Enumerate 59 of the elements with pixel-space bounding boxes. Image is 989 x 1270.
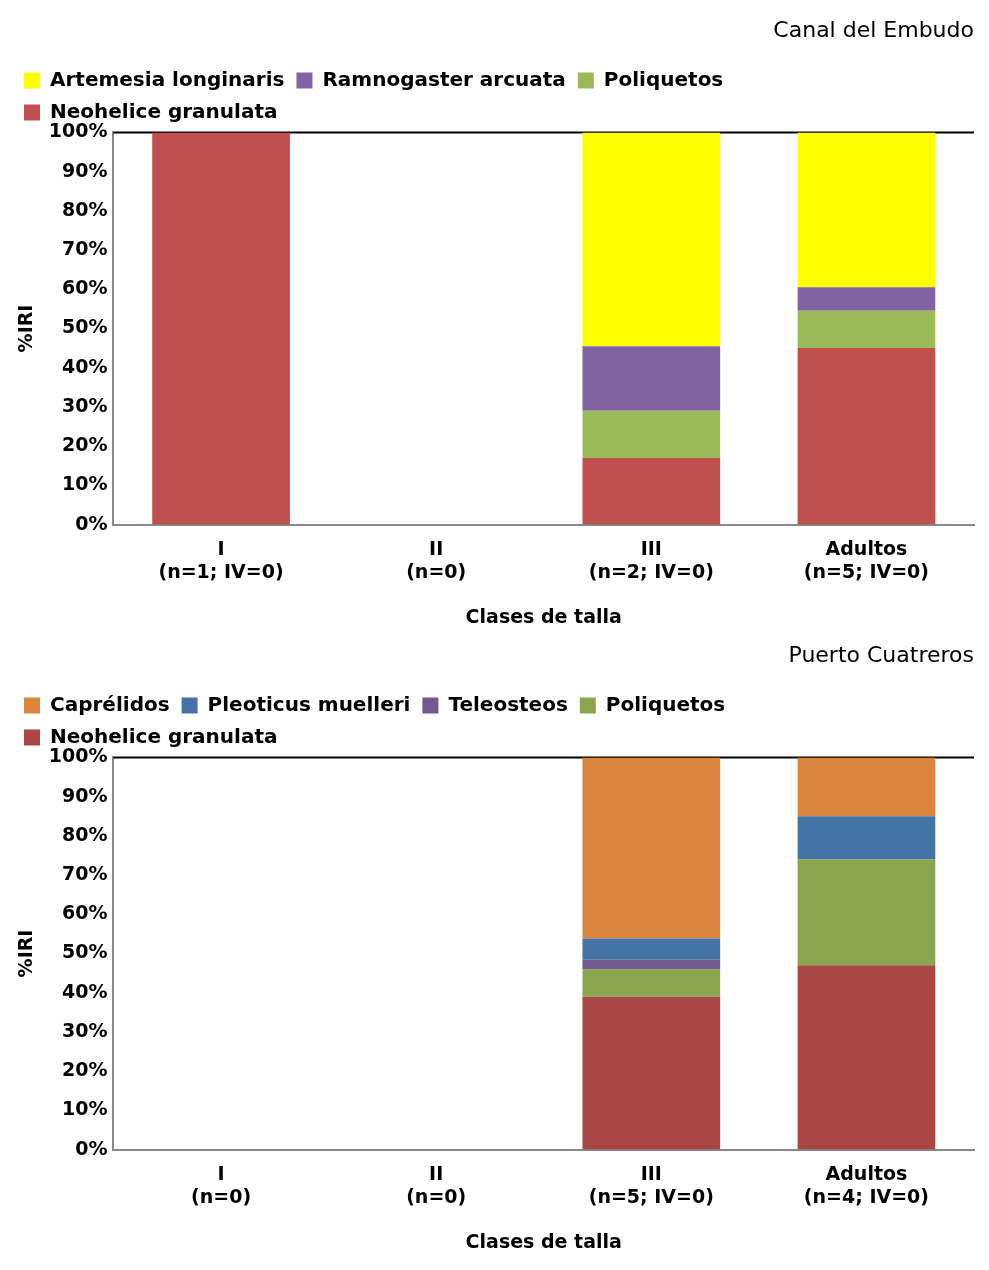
bar [582, 938, 721, 960]
bar [582, 959, 721, 970]
y-tick-label: 30% [62, 1018, 108, 1041]
bar [582, 969, 721, 997]
legend-label: Teleosteos [448, 691, 568, 716]
chart-title: Canal del Embudo [773, 16, 974, 42]
legend-label: Pleoticus muelleri [207, 691, 411, 716]
y-tick-label: 0% [75, 1136, 108, 1159]
x-tick-label: III (n=2; IV=0) [588, 536, 714, 582]
legend-label: Poliquetos [605, 691, 726, 716]
bar [797, 310, 936, 349]
bar [797, 816, 936, 860]
bar [582, 132, 721, 347]
y-tick-label: 70% [62, 862, 108, 884]
bar [797, 859, 936, 966]
bar [797, 965, 936, 1150]
y-tick-label: 40% [62, 979, 108, 1002]
x-tick-label: Adultos (n=4; IV=0) [803, 1161, 930, 1207]
y-tick-label: 30% [62, 393, 108, 416]
legend-label: Ramnogaster arcuata [322, 66, 566, 91]
y-tick-label: 80% [62, 822, 108, 845]
bar [797, 287, 936, 311]
legend-label: Caprélidos [50, 691, 170, 716]
bar [152, 132, 290, 525]
x-tick-label: II (n=0) [406, 536, 467, 582]
y-tick-label: 50% [62, 315, 108, 338]
bar [797, 348, 936, 525]
y-tick-label: 20% [62, 1058, 108, 1081]
y-tick-label: 70% [62, 237, 108, 259]
bar [797, 757, 936, 817]
y-tick-label: 90% [62, 783, 108, 806]
x-tick-label: I (n=0) [191, 1161, 252, 1207]
y-tick-label: 10% [62, 472, 108, 495]
y-tick-label: 20% [62, 433, 108, 456]
y-tick-label: 0% [75, 511, 108, 534]
x-axis-title: Clases de talla [465, 1229, 622, 1252]
bar [582, 410, 721, 458]
x-tick-label: Adultos (n=5; IV=0) [803, 536, 930, 582]
chart-title: Puerto Cuatreros [788, 641, 974, 667]
y-tick-label: 90% [62, 158, 108, 181]
x-axis-title: Clases de talla [465, 604, 622, 627]
y-tick-label: 10% [62, 1097, 108, 1120]
bar [797, 132, 936, 288]
bar [582, 346, 721, 411]
bar [582, 757, 721, 939]
y-tick-label: 80% [62, 197, 108, 220]
y-tick-label: 60% [62, 901, 108, 924]
y-tick-label: 40% [62, 354, 108, 377]
bar [582, 996, 721, 1150]
x-tick-label: II (n=0) [406, 1161, 467, 1207]
bar [582, 457, 721, 525]
legend-label: Artemesia longinaris [50, 66, 285, 91]
x-tick-label: I (n=1; IV=0) [158, 536, 284, 582]
y-axis-title: %IRI [14, 304, 37, 353]
y-tick-label: 60% [62, 276, 108, 299]
legend-label: Poliquetos [603, 66, 724, 91]
x-tick-label: III (n=5; IV=0) [588, 1161, 714, 1207]
y-axis-title: %IRI [14, 929, 37, 978]
y-tick-label: 50% [62, 940, 108, 963]
